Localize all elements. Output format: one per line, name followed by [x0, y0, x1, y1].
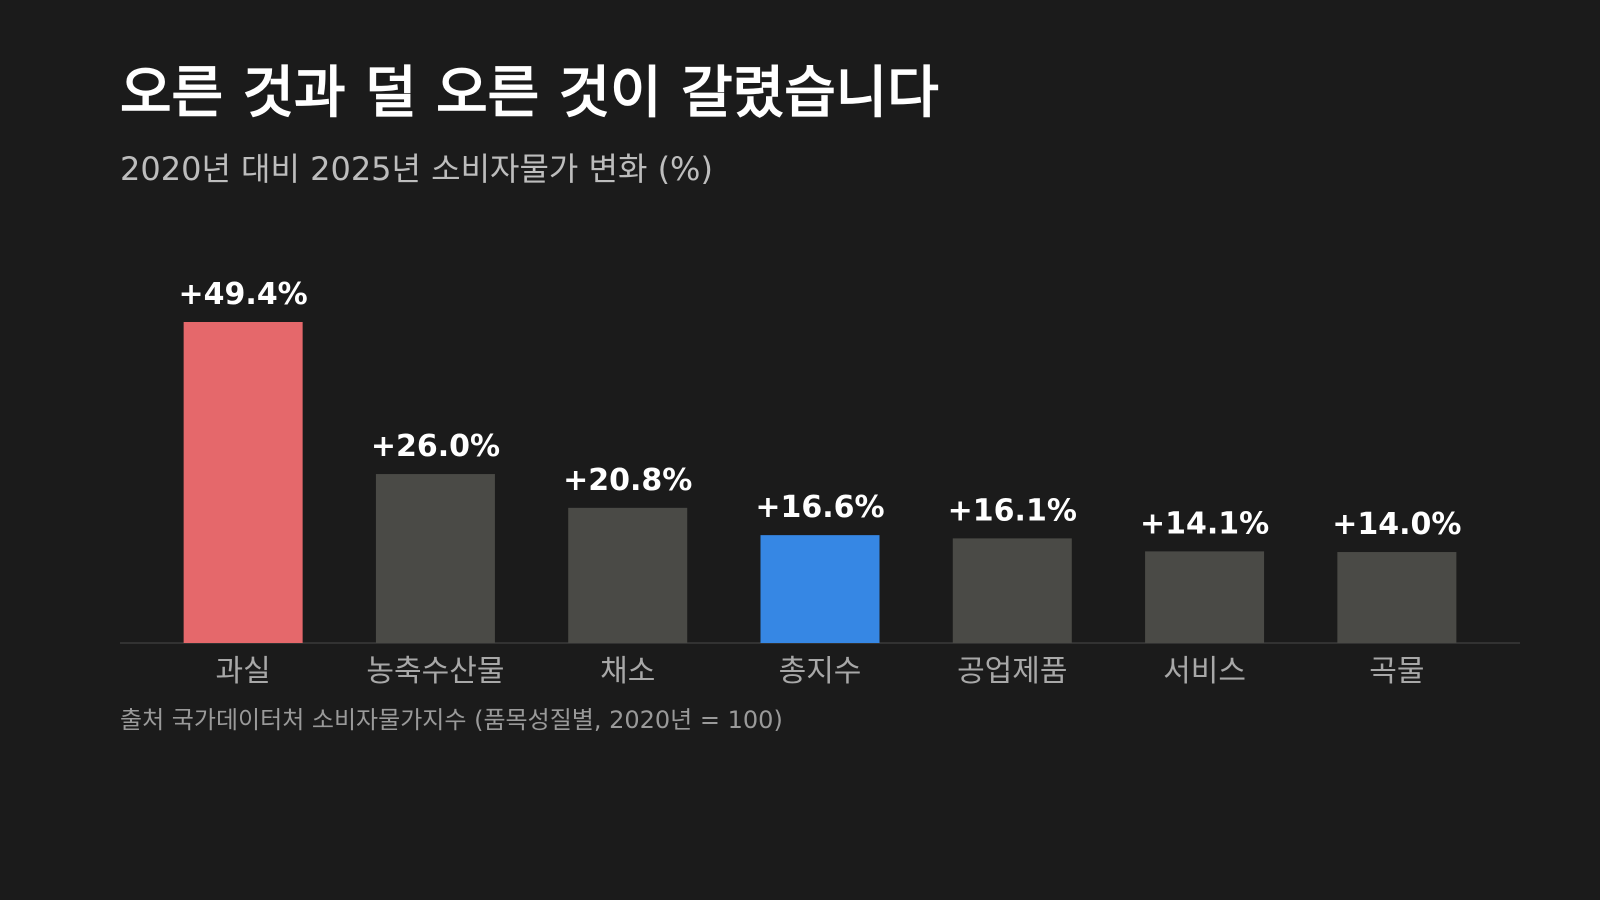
value-label: +14.0% — [1332, 507, 1461, 542]
chart-subtitle: 2020년 대비 2025년 소비자물가 변화 (%) — [120, 150, 713, 188]
bar — [952, 538, 1072, 643]
bar — [760, 535, 880, 643]
value-label: +16.1% — [948, 493, 1077, 528]
value-label: +20.8% — [563, 463, 692, 498]
x-tick-label: 농축수산물 — [366, 654, 504, 689]
x-tick-label: 총지수 — [779, 654, 862, 689]
x-tick-label: 공업제품 — [957, 654, 1067, 689]
chart-title: 오른 것과 덜 오른 것이 갈렸습니다 — [120, 61, 939, 126]
source-note: 출처 국가데이터처 소비자물가지수 (품목성질별, 2020년 = 100) — [120, 706, 783, 734]
value-label: +14.1% — [1140, 506, 1269, 541]
x-tick-label: 서비스 — [1163, 654, 1246, 689]
x-tick-label: 과실 — [216, 654, 271, 689]
value-label: +26.0% — [371, 429, 500, 464]
value-label: +49.4% — [179, 277, 308, 312]
bar — [568, 507, 688, 643]
bar — [1337, 552, 1457, 643]
x-tick-label: 채소 — [600, 654, 655, 689]
bar — [375, 474, 495, 643]
x-tick-label: 곡물 — [1369, 654, 1424, 689]
value-label: +16.6% — [755, 490, 884, 525]
bar — [183, 322, 303, 643]
bar — [1145, 551, 1265, 643]
